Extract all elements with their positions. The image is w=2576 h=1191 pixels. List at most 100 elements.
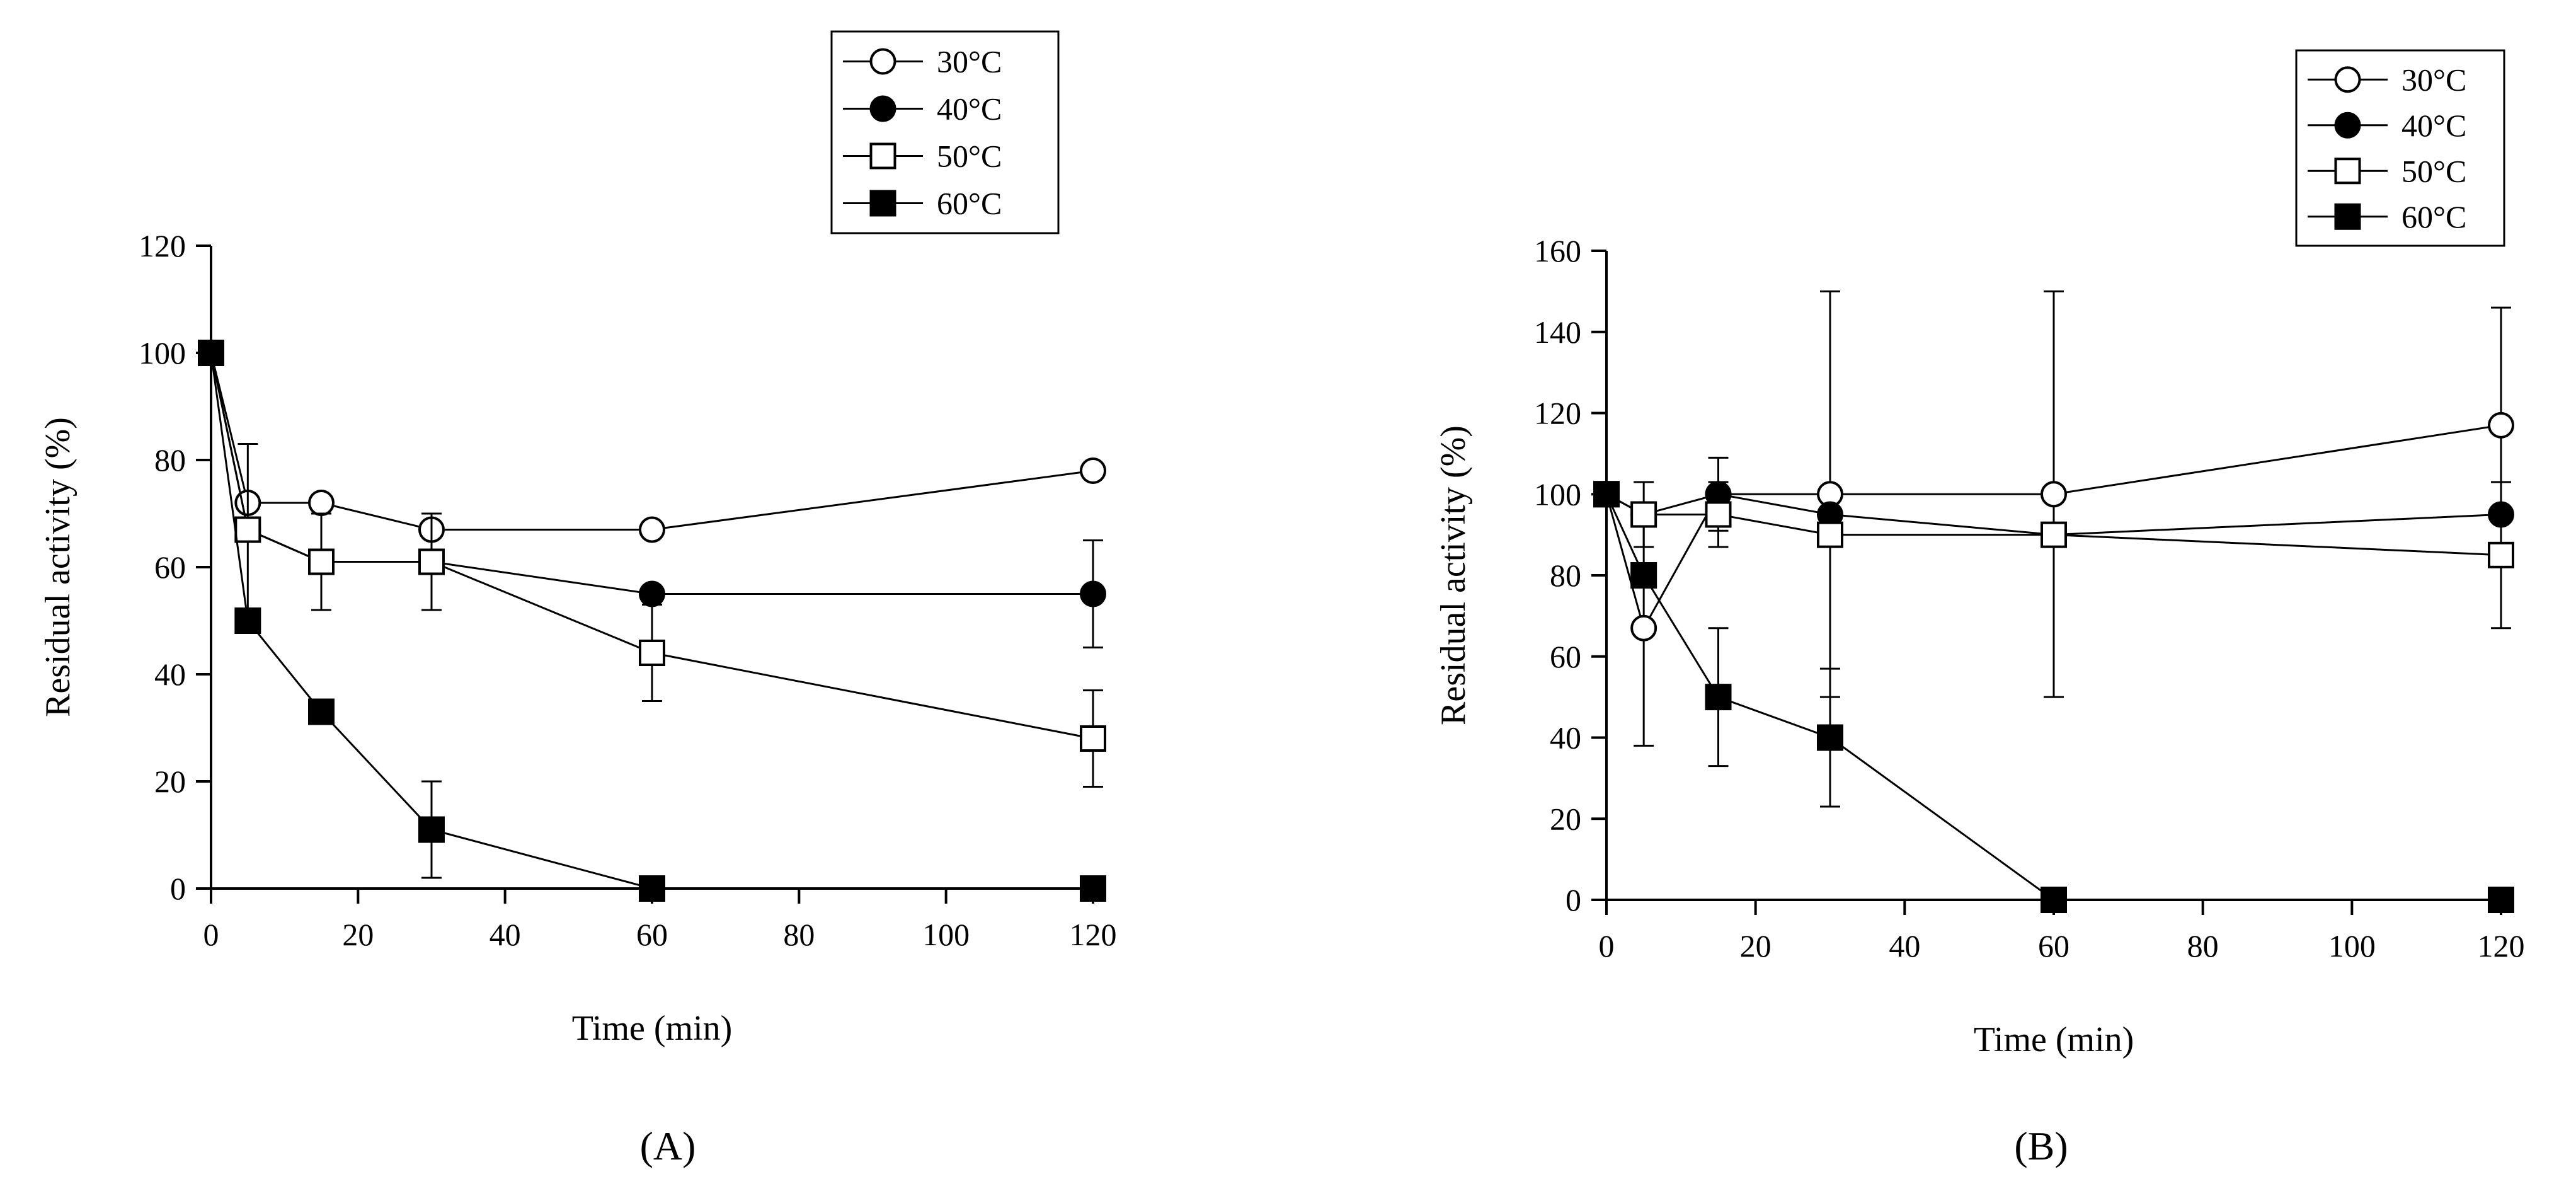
legend-label: 30°C — [2401, 62, 2466, 97]
legend-marker — [2334, 203, 2361, 230]
legend-label: 40°C — [937, 91, 1002, 127]
series-line — [210, 352, 1093, 595]
data-point — [1080, 457, 1106, 484]
y-tick-label: 60 — [154, 549, 186, 585]
y-axis-title: Residual activity (%) — [1434, 425, 1473, 725]
legend-marker — [2334, 112, 2361, 139]
series-30c — [198, 340, 1106, 543]
y-tick-label: 40 — [154, 657, 186, 692]
data-point — [1630, 614, 1657, 642]
x-tick-label: 60 — [636, 917, 668, 952]
legend-marker — [869, 190, 896, 217]
y-tick-label: 0 — [170, 871, 186, 906]
data-point — [1080, 580, 1106, 607]
x-tick-label: 0 — [203, 917, 219, 952]
y-tick-label: 20 — [1550, 801, 1581, 836]
x-tick-label: 80 — [783, 917, 815, 952]
legend-entry: 30°C — [2308, 62, 2466, 97]
legend: 30°C 40°C 50°C 60°C — [2295, 49, 2505, 247]
x-tick-label: 100 — [2328, 928, 2376, 964]
data-point — [2041, 887, 2067, 913]
data-point — [639, 580, 665, 607]
data-point — [2041, 521, 2067, 548]
data-point — [1817, 724, 1843, 751]
legend-label: 60°C — [937, 186, 1002, 221]
data-point — [2041, 481, 2067, 508]
x-axis-title: Time (min) — [572, 1009, 733, 1048]
legend-marker — [869, 48, 896, 75]
x-tick-label: 20 — [1740, 928, 1772, 964]
legend-label: 60°C — [2401, 199, 2466, 234]
x-tick-label: 40 — [489, 917, 521, 952]
legend-entry: 40°C — [843, 91, 1002, 127]
y-tick-label: 0 — [1566, 882, 1581, 918]
data-point — [234, 607, 261, 634]
data-point — [418, 548, 445, 575]
data-point — [639, 516, 665, 543]
data-point — [308, 548, 335, 575]
y-tick-label: 160 — [1534, 233, 1581, 268]
data-point — [2488, 411, 2514, 439]
data-point — [2488, 887, 2514, 913]
data-point — [1817, 521, 1843, 548]
series-50c — [198, 340, 1106, 788]
legend-label: 50°C — [937, 139, 1002, 174]
y-axis-title: Residual activity (%) — [38, 417, 77, 717]
series-line — [210, 352, 1093, 890]
data-point — [308, 490, 335, 516]
x-tick-label: 120 — [1070, 917, 1117, 952]
legend-marker — [869, 95, 896, 122]
legend-entry: 60°C — [2308, 199, 2466, 234]
data-point — [198, 340, 224, 366]
data-point — [2488, 541, 2514, 568]
x-tick-label: 120 — [2478, 928, 2525, 964]
x-tick-label: 20 — [342, 917, 374, 952]
y-tick-label: 20 — [154, 764, 186, 799]
legend: 30°C 40°C 50°C 60°C — [830, 30, 1060, 234]
data-point — [1705, 501, 1732, 528]
legend-entry: 50°C — [843, 139, 1002, 174]
x-tick-label: 40 — [1889, 928, 1920, 964]
legend-label: 40°C — [2401, 108, 2466, 143]
chart-panel-b: 0 20 40 60 80 100 120 140 160 0 20 40 60 80 100 120 Time… — [1434, 49, 2525, 1168]
chart-panel-a: 0 20 40 60 80 100 120 0 20 40 60 80 100 120 Time (min)… — [38, 30, 1117, 1168]
y-tick-label: 80 — [1550, 558, 1581, 593]
legend-label: 30°C — [937, 44, 1002, 79]
data-point — [1080, 875, 1106, 902]
data-point — [308, 698, 335, 725]
x-tick-label: 60 — [2038, 928, 2069, 964]
y-tick-label: 60 — [1550, 639, 1581, 674]
data-point — [1630, 501, 1657, 528]
x-tick-label: 100 — [922, 917, 970, 952]
y-tick-label: 100 — [1534, 476, 1581, 512]
legend-box — [2295, 49, 2505, 247]
legend-entry: 50°C — [2308, 153, 2466, 188]
legend-marker — [869, 142, 896, 170]
legend-box — [830, 30, 1060, 234]
data-point — [418, 816, 445, 843]
data-point — [1593, 481, 1620, 508]
x-tick-label: 80 — [2187, 928, 2219, 964]
series-60c — [1593, 481, 2514, 913]
legend-marker — [2334, 66, 2361, 93]
data-point — [639, 640, 665, 666]
legend-label: 50°C — [2401, 153, 2466, 188]
series-40c — [198, 340, 1106, 648]
y-tick-label: 120 — [139, 228, 186, 263]
data-point — [1705, 684, 1732, 711]
x-tick-label: 0 — [1599, 928, 1615, 964]
data-point — [639, 875, 665, 902]
y-tick-label: 120 — [1534, 396, 1581, 431]
series-60c — [198, 340, 1106, 902]
data-point — [1080, 725, 1106, 752]
y-tick-label: 100 — [139, 335, 186, 371]
panel-label: (A) — [640, 1124, 696, 1168]
data-point — [234, 516, 261, 543]
x-axis-title: Time (min) — [1974, 1020, 2134, 1059]
legend-entry: 60°C — [843, 186, 1002, 221]
series-line — [1605, 424, 2502, 631]
data-point — [1630, 562, 1657, 589]
series-line — [1605, 493, 2501, 901]
y-tick-label: 140 — [1534, 314, 1581, 350]
